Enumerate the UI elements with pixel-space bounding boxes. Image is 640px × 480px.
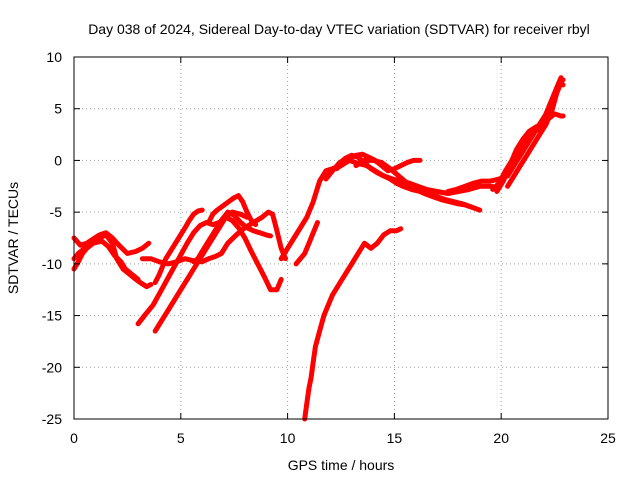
series-arc-10 bbox=[278, 157, 502, 262]
x-tick-label: 15 bbox=[387, 430, 403, 446]
x-tick-label: 0 bbox=[70, 430, 78, 446]
series-arc-14 bbox=[302, 226, 404, 422]
series-arc-9 bbox=[206, 193, 259, 228]
y-tick-label: -25 bbox=[42, 411, 62, 427]
y-tick-label: -5 bbox=[50, 204, 63, 220]
series-arc-3 bbox=[71, 238, 141, 282]
x-tick-label: 5 bbox=[177, 430, 185, 446]
series-arc-4 bbox=[139, 209, 288, 267]
y-axis-label: SDTVAR / TECUs bbox=[5, 182, 21, 294]
x-tick-label: 25 bbox=[600, 430, 616, 446]
series-arc-15 bbox=[293, 220, 320, 267]
y-tick-label: 5 bbox=[54, 101, 62, 117]
plot-frame bbox=[73, 56, 609, 420]
chart-title: Day 038 of 2024, Sidereal Day-to-day VTE… bbox=[88, 21, 590, 37]
x-axis-label: GPS time / hours bbox=[288, 457, 395, 473]
x-tick-labels: 0 5 10 15 20 25 bbox=[70, 430, 616, 446]
gridlines bbox=[74, 57, 608, 419]
y-tick-label: 10 bbox=[46, 49, 62, 65]
series-layer bbox=[71, 75, 566, 422]
y-tick-labels: -25 -20 -15 -10 -5 0 5 10 bbox=[42, 49, 62, 427]
y-tick-label: -10 bbox=[42, 256, 62, 272]
y-tick-label: -20 bbox=[42, 359, 62, 375]
series-arc-7 bbox=[152, 207, 205, 285]
y-tick-label: -15 bbox=[42, 308, 62, 324]
x-tick-label: 10 bbox=[280, 430, 296, 446]
axis-ticks bbox=[73, 56, 609, 420]
series-arc-19 bbox=[490, 75, 564, 192]
y-tick-label: 0 bbox=[54, 152, 62, 168]
series-arc-8 bbox=[191, 209, 273, 265]
series-arc-13 bbox=[353, 157, 474, 210]
x-tick-label: 20 bbox=[493, 430, 509, 446]
